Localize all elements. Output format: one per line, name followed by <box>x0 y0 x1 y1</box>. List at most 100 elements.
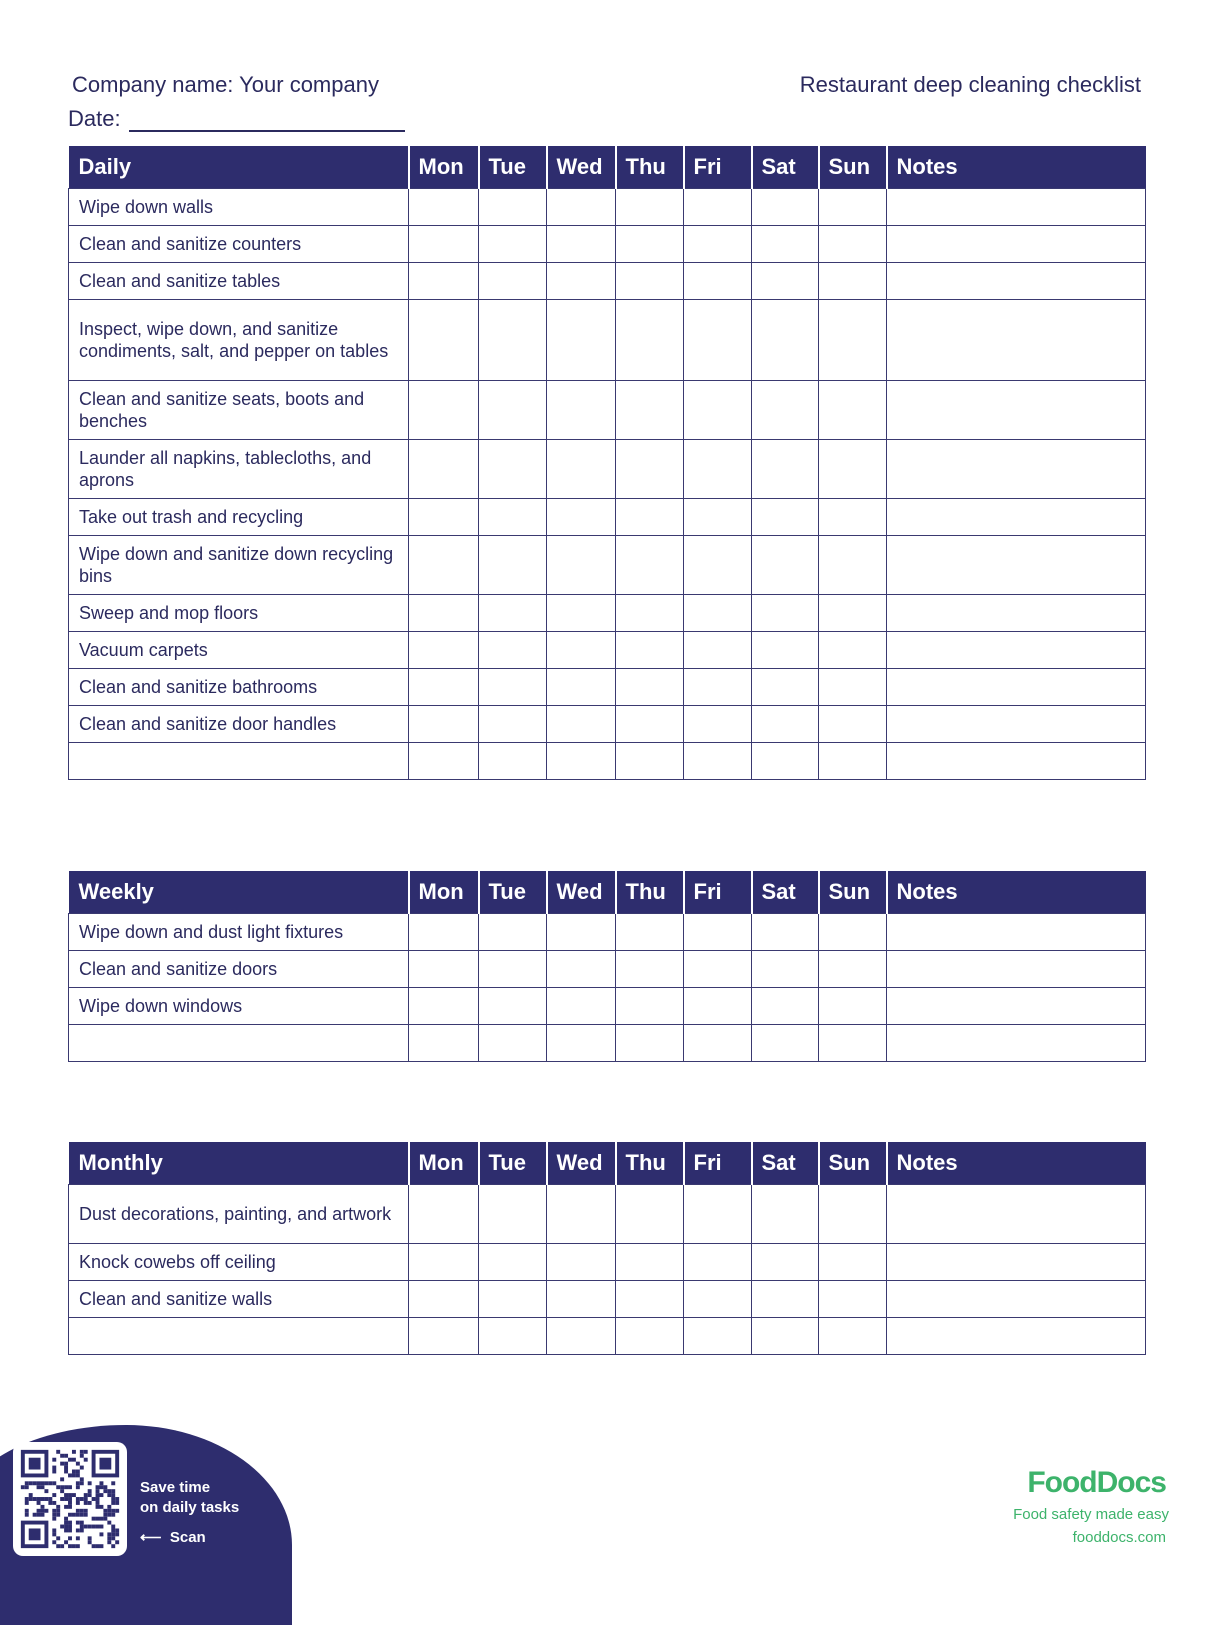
check-cell-mon[interactable] <box>408 262 479 300</box>
check-cell-fri[interactable] <box>683 299 752 381</box>
notes-cell[interactable] <box>886 439 1146 499</box>
check-cell-sat[interactable] <box>751 1184 819 1244</box>
check-cell-tue[interactable] <box>478 1024 547 1062</box>
notes-cell[interactable] <box>886 668 1146 706</box>
check-cell-tue[interactable] <box>478 225 547 263</box>
notes-cell[interactable] <box>886 380 1146 440</box>
check-cell-mon[interactable] <box>408 535 479 595</box>
check-cell-fri[interactable] <box>683 950 752 988</box>
notes-cell[interactable] <box>886 987 1146 1025</box>
check-cell-tue[interactable] <box>478 1280 547 1318</box>
check-cell-tue[interactable] <box>478 950 547 988</box>
check-cell-sat[interactable] <box>751 535 819 595</box>
check-cell-tue[interactable] <box>478 1243 547 1281</box>
check-cell-thu[interactable] <box>615 1243 684 1281</box>
check-cell-fri[interactable] <box>683 439 752 499</box>
check-cell-mon[interactable] <box>408 498 479 536</box>
check-cell-wed[interactable] <box>546 1243 616 1281</box>
check-cell-sat[interactable] <box>751 742 819 780</box>
check-cell-fri[interactable] <box>683 535 752 595</box>
check-cell-thu[interactable] <box>615 594 684 632</box>
check-cell-sun[interactable] <box>818 1280 887 1318</box>
check-cell-sat[interactable] <box>751 950 819 988</box>
check-cell-fri[interactable] <box>683 631 752 669</box>
check-cell-sat[interactable] <box>751 225 819 263</box>
check-cell-sat[interactable] <box>751 594 819 632</box>
check-cell-sun[interactable] <box>818 380 887 440</box>
check-cell-thu[interactable] <box>615 188 684 226</box>
check-cell-fri[interactable] <box>683 225 752 263</box>
notes-cell[interactable] <box>886 1243 1146 1281</box>
check-cell-wed[interactable] <box>546 439 616 499</box>
check-cell-sat[interactable] <box>751 705 819 743</box>
check-cell-sun[interactable] <box>818 225 887 263</box>
check-cell-sun[interactable] <box>818 262 887 300</box>
check-cell-mon[interactable] <box>408 439 479 499</box>
check-cell-sat[interactable] <box>751 1317 819 1355</box>
check-cell-sun[interactable] <box>818 913 887 951</box>
check-cell-wed[interactable] <box>546 913 616 951</box>
check-cell-fri[interactable] <box>683 1184 752 1244</box>
check-cell-sun[interactable] <box>818 668 887 706</box>
check-cell-sat[interactable] <box>751 498 819 536</box>
check-cell-sun[interactable] <box>818 742 887 780</box>
check-cell-mon[interactable] <box>408 225 479 263</box>
check-cell-tue[interactable] <box>478 535 547 595</box>
check-cell-fri[interactable] <box>683 987 752 1025</box>
check-cell-tue[interactable] <box>478 742 547 780</box>
check-cell-wed[interactable] <box>546 668 616 706</box>
check-cell-sat[interactable] <box>751 987 819 1025</box>
check-cell-wed[interactable] <box>546 1317 616 1355</box>
check-cell-mon[interactable] <box>408 631 479 669</box>
check-cell-thu[interactable] <box>615 498 684 536</box>
check-cell-sun[interactable] <box>818 594 887 632</box>
check-cell-fri[interactable] <box>683 380 752 440</box>
check-cell-thu[interactable] <box>615 1317 684 1355</box>
notes-cell[interactable] <box>886 1024 1146 1062</box>
check-cell-wed[interactable] <box>546 987 616 1025</box>
website-link[interactable]: fooddocs.com <box>1072 1529 1166 1546</box>
check-cell-tue[interactable] <box>478 1184 547 1244</box>
check-cell-sat[interactable] <box>751 631 819 669</box>
check-cell-wed[interactable] <box>546 498 616 536</box>
check-cell-wed[interactable] <box>546 299 616 381</box>
check-cell-mon[interactable] <box>408 913 479 951</box>
check-cell-wed[interactable] <box>546 742 616 780</box>
check-cell-sun[interactable] <box>818 188 887 226</box>
check-cell-tue[interactable] <box>478 262 547 300</box>
check-cell-sun[interactable] <box>818 1317 887 1355</box>
check-cell-tue[interactable] <box>478 299 547 381</box>
check-cell-mon[interactable] <box>408 1317 479 1355</box>
check-cell-thu[interactable] <box>615 299 684 381</box>
check-cell-tue[interactable] <box>478 439 547 499</box>
check-cell-tue[interactable] <box>478 668 547 706</box>
check-cell-sun[interactable] <box>818 1024 887 1062</box>
check-cell-sun[interactable] <box>818 705 887 743</box>
check-cell-tue[interactable] <box>478 1317 547 1355</box>
check-cell-sat[interactable] <box>751 188 819 226</box>
check-cell-sat[interactable] <box>751 913 819 951</box>
check-cell-wed[interactable] <box>546 1184 616 1244</box>
check-cell-tue[interactable] <box>478 705 547 743</box>
notes-cell[interactable] <box>886 950 1146 988</box>
notes-cell[interactable] <box>886 225 1146 263</box>
check-cell-mon[interactable] <box>408 1280 479 1318</box>
check-cell-sat[interactable] <box>751 1024 819 1062</box>
check-cell-sun[interactable] <box>818 498 887 536</box>
check-cell-thu[interactable] <box>615 913 684 951</box>
check-cell-fri[interactable] <box>683 668 752 706</box>
check-cell-thu[interactable] <box>615 1184 684 1244</box>
check-cell-sat[interactable] <box>751 439 819 499</box>
check-cell-sun[interactable] <box>818 1243 887 1281</box>
check-cell-wed[interactable] <box>546 262 616 300</box>
check-cell-tue[interactable] <box>478 498 547 536</box>
check-cell-thu[interactable] <box>615 1280 684 1318</box>
qr-code[interactable] <box>13 1442 127 1556</box>
check-cell-sun[interactable] <box>818 535 887 595</box>
task-label[interactable] <box>68 1024 409 1062</box>
check-cell-wed[interactable] <box>546 705 616 743</box>
check-cell-thu[interactable] <box>615 1024 684 1062</box>
check-cell-thu[interactable] <box>615 631 684 669</box>
notes-cell[interactable] <box>886 299 1146 381</box>
check-cell-fri[interactable] <box>683 1024 752 1062</box>
